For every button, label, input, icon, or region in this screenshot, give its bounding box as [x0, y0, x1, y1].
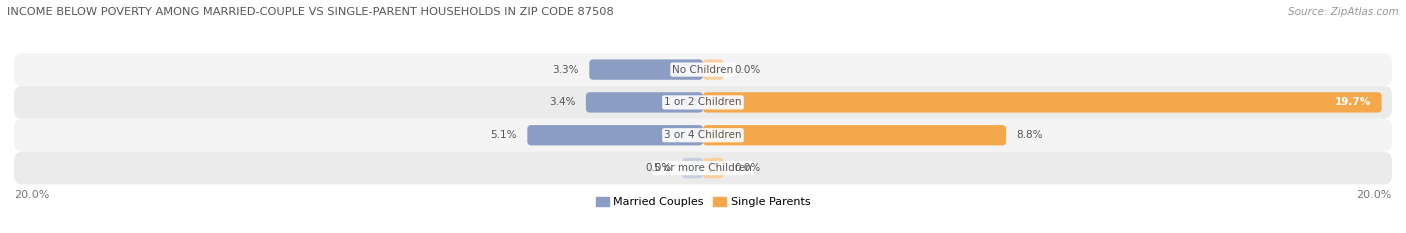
Text: INCOME BELOW POVERTY AMONG MARRIED-COUPLE VS SINGLE-PARENT HOUSEHOLDS IN ZIP COD: INCOME BELOW POVERTY AMONG MARRIED-COUPL…: [7, 7, 614, 17]
Text: 0.0%: 0.0%: [734, 163, 761, 173]
Text: No Children: No Children: [672, 65, 734, 75]
Text: 19.7%: 19.7%: [1336, 97, 1371, 107]
Text: Source: ZipAtlas.com: Source: ZipAtlas.com: [1288, 7, 1399, 17]
Text: 20.0%: 20.0%: [14, 190, 49, 200]
FancyBboxPatch shape: [14, 119, 1392, 152]
FancyBboxPatch shape: [589, 59, 703, 80]
FancyBboxPatch shape: [586, 92, 703, 113]
Text: 3.3%: 3.3%: [553, 65, 579, 75]
Text: 5.1%: 5.1%: [491, 130, 517, 140]
FancyBboxPatch shape: [682, 158, 703, 178]
FancyBboxPatch shape: [703, 125, 1007, 145]
Text: 1 or 2 Children: 1 or 2 Children: [664, 97, 742, 107]
FancyBboxPatch shape: [14, 152, 1392, 185]
FancyBboxPatch shape: [703, 92, 1382, 113]
Text: 3 or 4 Children: 3 or 4 Children: [664, 130, 742, 140]
Text: 8.8%: 8.8%: [1017, 130, 1043, 140]
Text: 0.0%: 0.0%: [734, 65, 761, 75]
FancyBboxPatch shape: [14, 53, 1392, 86]
Text: 20.0%: 20.0%: [1357, 190, 1392, 200]
FancyBboxPatch shape: [703, 59, 724, 80]
FancyBboxPatch shape: [14, 86, 1392, 119]
Text: 0.0%: 0.0%: [645, 163, 672, 173]
FancyBboxPatch shape: [527, 125, 703, 145]
Text: 3.4%: 3.4%: [550, 97, 575, 107]
Legend: Married Couples, Single Parents: Married Couples, Single Parents: [592, 192, 814, 212]
FancyBboxPatch shape: [703, 158, 724, 178]
Text: 5 or more Children: 5 or more Children: [654, 163, 752, 173]
